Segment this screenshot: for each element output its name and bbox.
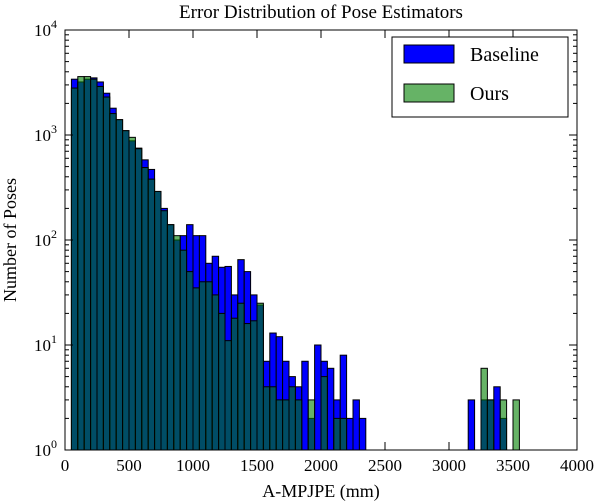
bar: [179, 249, 188, 451]
x-tick-label: 3500: [496, 456, 530, 475]
bar: [122, 130, 130, 451]
plot-frame: [64, 29, 578, 451]
bar: [339, 417, 348, 451]
x-tick-label: 1500: [240, 456, 274, 475]
bar: [275, 399, 284, 451]
series-ours: [70, 76, 520, 451]
bar: [352, 399, 360, 451]
bar: [486, 399, 495, 451]
bar: [358, 417, 367, 451]
bar: [186, 271, 194, 451]
bar: [499, 399, 508, 451]
bar: [128, 136, 136, 451]
bar: [282, 399, 290, 451]
bar: [512, 399, 520, 451]
bar: [224, 340, 232, 451]
bar: [288, 386, 296, 451]
bar: [70, 87, 79, 451]
bar: [134, 148, 143, 451]
bar: [83, 76, 92, 451]
bar: [90, 78, 98, 451]
bar: [256, 302, 264, 451]
bar: [96, 85, 104, 451]
bar: [237, 302, 245, 451]
y-tick-label: 104: [34, 17, 57, 40]
bar: [141, 167, 149, 451]
x-tick-label: 2000: [304, 456, 338, 475]
chart-title: Error Distribution of Pose Estimators: [179, 2, 463, 23]
bar: [102, 96, 111, 451]
x-tick-label: 2500: [368, 456, 402, 475]
bar: [154, 190, 162, 451]
bar: [320, 376, 328, 451]
bar: [480, 367, 488, 451]
bar: [301, 360, 309, 451]
legend-label-baseline: Baseline: [470, 44, 539, 66]
bar: [333, 417, 341, 451]
y-tick-label: 100: [34, 437, 57, 460]
bar: [192, 287, 200, 451]
bar: [467, 399, 476, 451]
bar: [314, 344, 322, 451]
y-tick-label: 101: [34, 332, 57, 355]
bar: [205, 281, 213, 451]
x-tick-label: 1000: [176, 456, 210, 475]
bar: [262, 386, 271, 451]
bar: [160, 210, 168, 451]
bar: [326, 367, 335, 451]
bar: [173, 235, 181, 451]
bar: [77, 76, 85, 451]
bars-layer: [70, 76, 520, 451]
bar: [230, 317, 239, 451]
legend-swatch-ours: [403, 83, 455, 103]
bar: [269, 386, 277, 451]
ticks-layer: 0 500 1000 1500 2000 2500 3000 3500 4000 100 101 10…: [34, 17, 594, 475]
bar: [307, 399, 316, 451]
x-tick-label: 3000: [432, 456, 466, 475]
bar: [493, 386, 501, 451]
y-tick-label: 102: [34, 227, 57, 250]
legend-label-ours: Ours: [470, 83, 509, 105]
bar: [250, 320, 258, 451]
bar: [198, 281, 207, 451]
bar: [211, 294, 220, 451]
bar: [115, 119, 124, 451]
x-tick-label: 0: [61, 456, 70, 475]
bar: [166, 224, 175, 451]
bar: [218, 312, 226, 451]
y-axis-title: Number of Poses: [0, 178, 20, 302]
x-tick-label: 500: [116, 456, 142, 475]
legend-swatch-baseline: [403, 44, 455, 64]
bar: [243, 323, 252, 451]
y-tick-label: 103: [34, 122, 57, 145]
bar: [346, 417, 354, 451]
x-tick-label: 4000: [560, 456, 594, 475]
bar: [147, 178, 156, 451]
x-axis-title: A-MPJPE (mm): [262, 481, 380, 502]
bar: [109, 113, 117, 451]
bar: [294, 399, 303, 451]
legend: Baseline Ours: [391, 36, 569, 118]
